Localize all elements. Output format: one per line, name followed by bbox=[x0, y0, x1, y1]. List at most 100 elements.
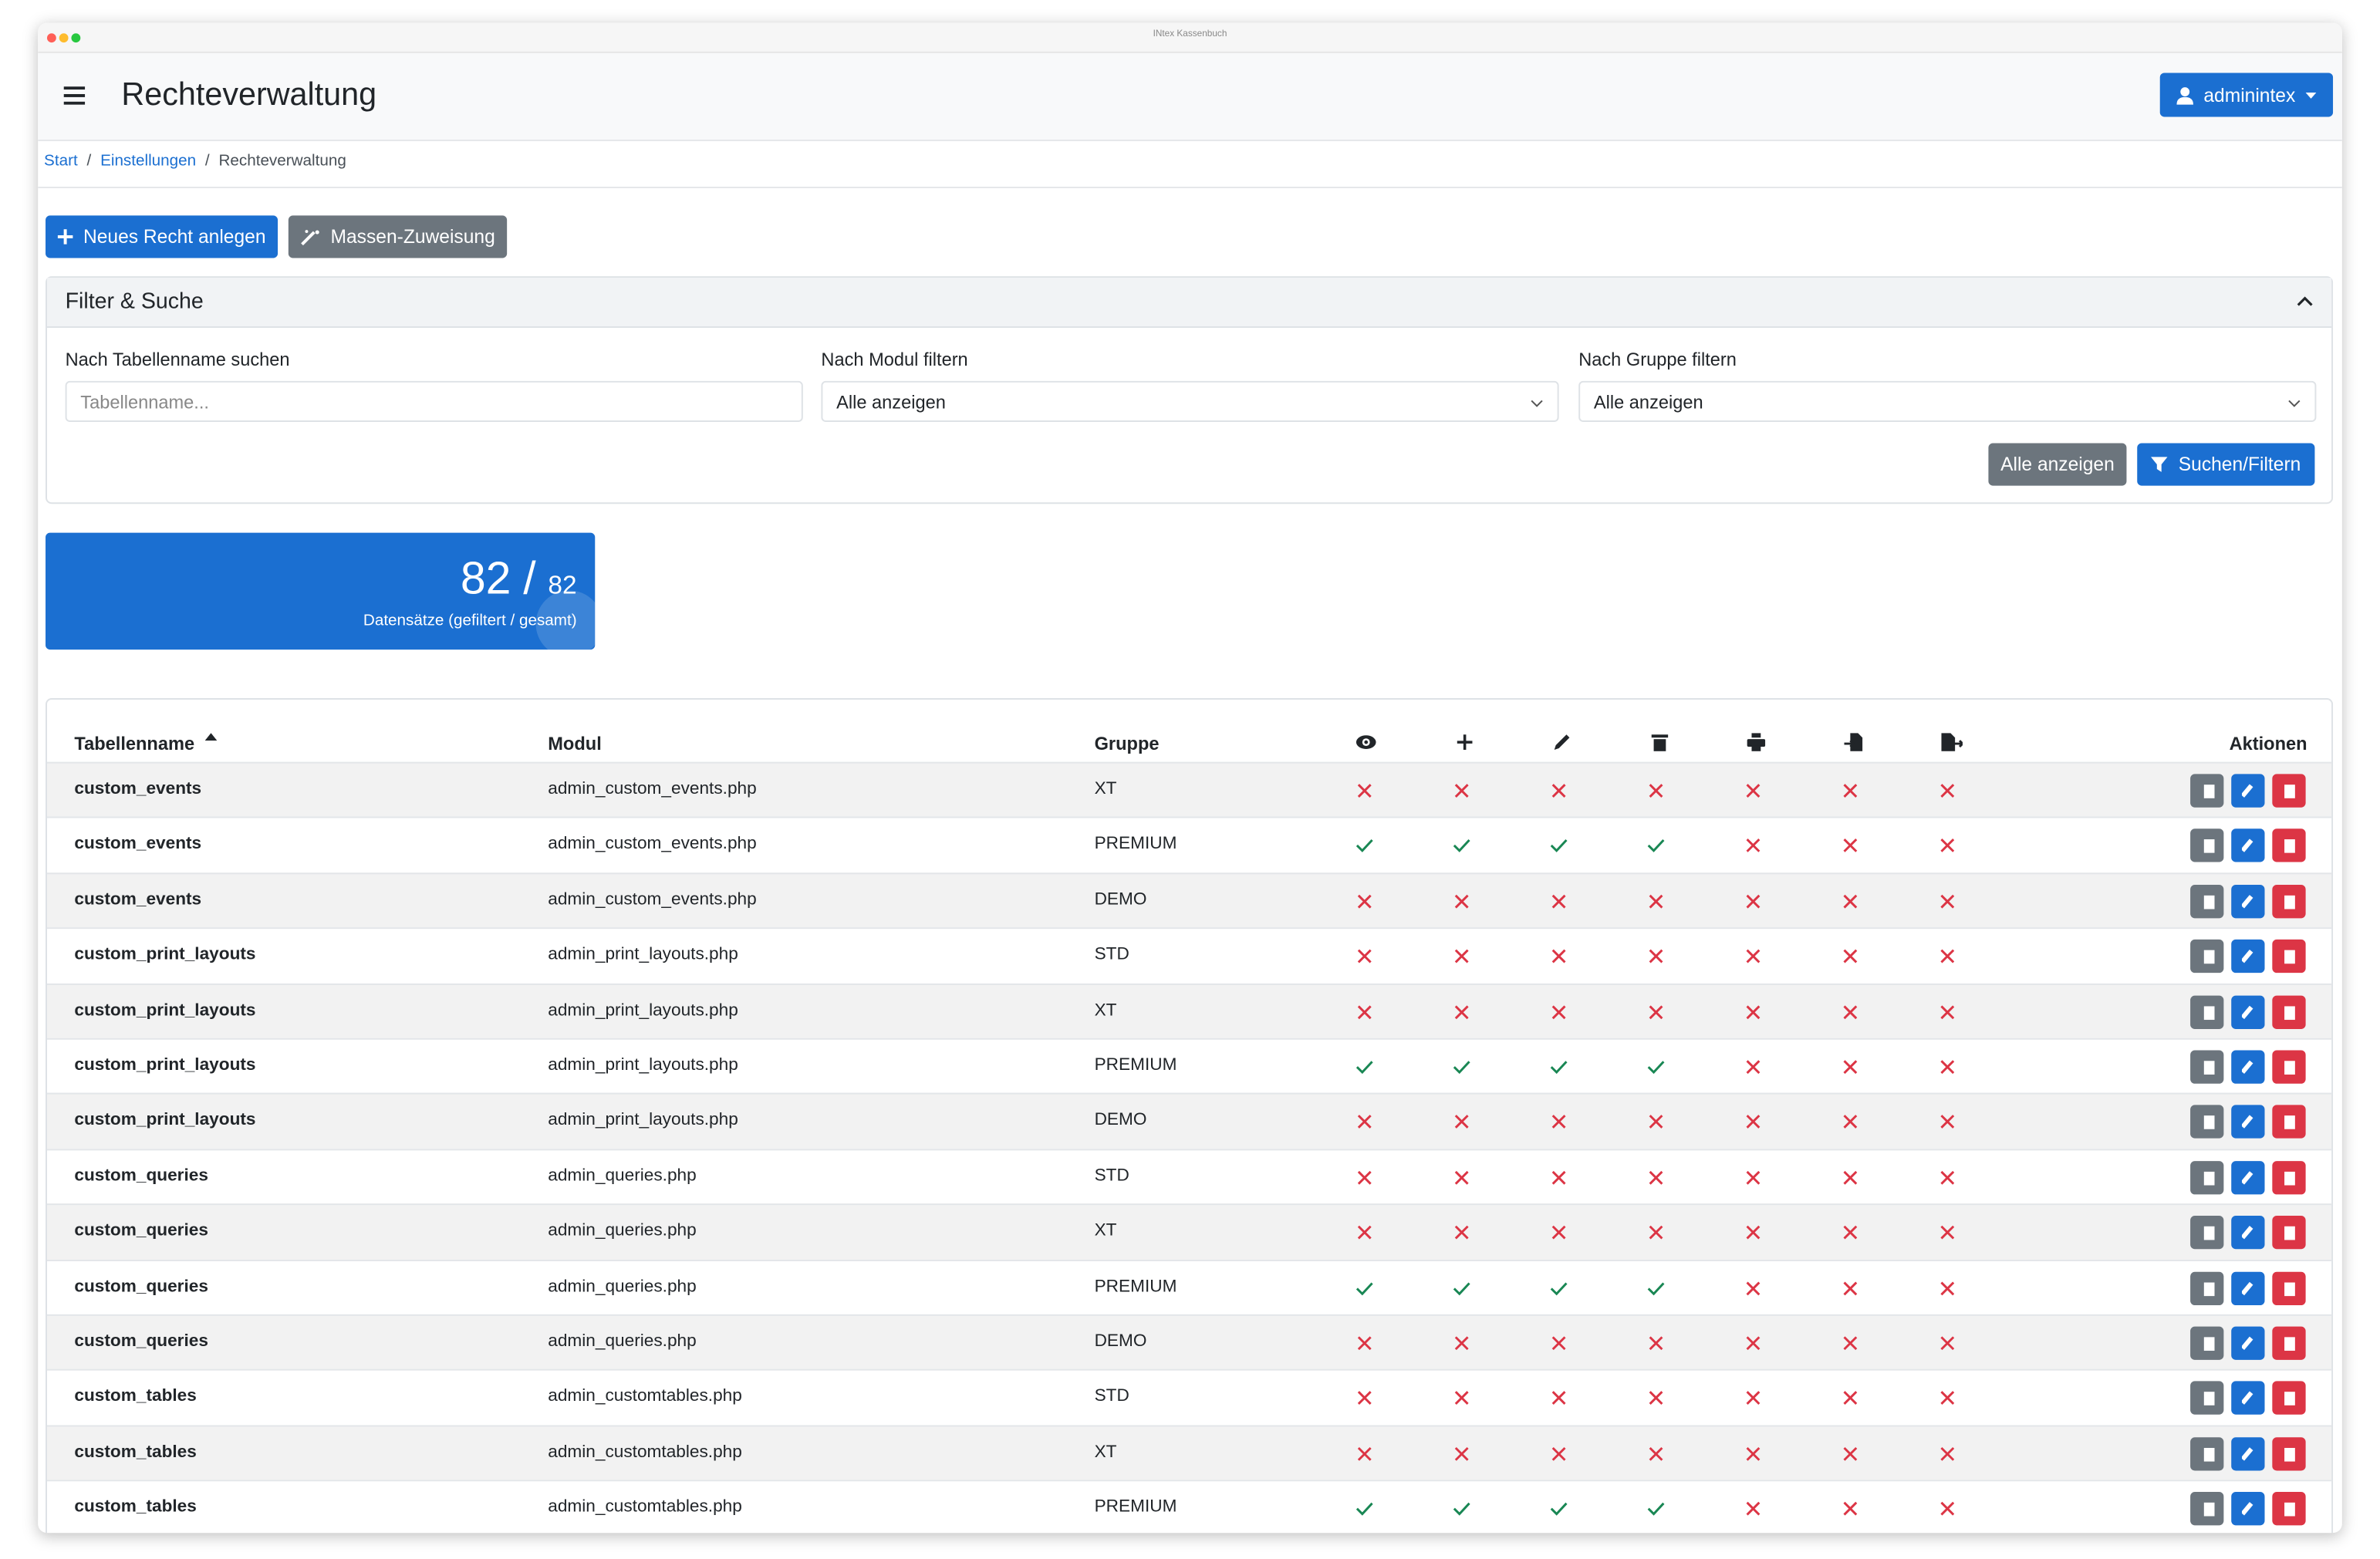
permission-denied bbox=[1454, 784, 1469, 798]
filter-button[interactable]: Suchen/Filtern bbox=[2137, 443, 2315, 486]
copy-button[interactable] bbox=[2190, 994, 2224, 1029]
copy-button[interactable] bbox=[2190, 774, 2224, 808]
copy-button[interactable] bbox=[2190, 1326, 2224, 1360]
column-header[interactable]: Modul bbox=[548, 733, 602, 754]
edit-button[interactable] bbox=[2231, 1270, 2265, 1305]
permission-denied bbox=[1649, 1115, 1663, 1129]
permission-denied bbox=[1843, 1004, 1858, 1019]
delete-button[interactable] bbox=[2272, 1216, 2306, 1250]
new-button[interactable]: Neues Recht anlegen bbox=[46, 215, 279, 258]
permission-denied bbox=[1551, 1391, 1566, 1405]
permission-denied bbox=[1551, 1226, 1566, 1240]
permission-denied bbox=[1454, 1336, 1469, 1351]
edit-button[interactable] bbox=[2231, 1105, 2265, 1139]
delete-button[interactable] bbox=[2272, 940, 2306, 974]
copy-button[interactable] bbox=[2190, 1050, 2224, 1084]
delete-button[interactable] bbox=[2272, 829, 2306, 863]
button-icon bbox=[2284, 1337, 2294, 1351]
permission-icon bbox=[1649, 1170, 1663, 1185]
delete-button[interactable] bbox=[2272, 1105, 2306, 1139]
edit-button[interactable] bbox=[2231, 1216, 2265, 1250]
edit-button[interactable] bbox=[2231, 1326, 2265, 1360]
delete-button[interactable] bbox=[2272, 774, 2306, 808]
table-row: custom_tables admin_customtables.php XT bbox=[46, 1425, 2332, 1481]
delete-button[interactable] bbox=[2272, 1492, 2306, 1526]
delete-button[interactable] bbox=[2272, 994, 2306, 1029]
permission-icon bbox=[1843, 839, 1858, 853]
icon-shape bbox=[2241, 1446, 2253, 1461]
edit-button[interactable] bbox=[2231, 994, 2265, 1029]
import-icon bbox=[1844, 733, 1863, 751]
edit-button[interactable] bbox=[2231, 829, 2265, 863]
permission-icon bbox=[1746, 1281, 1761, 1295]
delete-button[interactable] bbox=[2272, 1382, 2306, 1416]
permission-denied bbox=[1551, 894, 1566, 909]
copy-button[interactable] bbox=[2190, 1436, 2224, 1471]
permission-denied bbox=[1649, 1170, 1663, 1185]
button-icon bbox=[2203, 895, 2214, 909]
table-row: custom_print_layouts admin_print_layouts.… bbox=[46, 1038, 2332, 1095]
delete-button[interactable] bbox=[2272, 1270, 2306, 1305]
permission-icon bbox=[1551, 1115, 1566, 1129]
permission-denied bbox=[1940, 1336, 1955, 1351]
user-menu[interactable]: adminintex bbox=[2159, 73, 2334, 117]
permission-denied bbox=[1649, 1004, 1663, 1019]
permission-denied bbox=[1746, 1281, 1761, 1295]
column-header[interactable]: Tabellenname bbox=[74, 733, 195, 754]
button-icon bbox=[2284, 1171, 2294, 1186]
reset-button[interactable]: Alle anzeigen bbox=[1988, 443, 2127, 486]
edit-button[interactable] bbox=[2231, 1160, 2265, 1195]
column-header[interactable]: Gruppe bbox=[1094, 733, 1160, 754]
copy-button[interactable] bbox=[2190, 1270, 2224, 1305]
permission-icon bbox=[1940, 1281, 1955, 1295]
permission-denied bbox=[1746, 1004, 1761, 1019]
delete-button[interactable] bbox=[2272, 1326, 2306, 1360]
edit-button[interactable] bbox=[2231, 1436, 2265, 1471]
copy-button[interactable] bbox=[2190, 1216, 2224, 1250]
copy-button[interactable] bbox=[2190, 829, 2224, 863]
window-controls[interactable] bbox=[44, 30, 89, 46]
permission-denied bbox=[1843, 1226, 1858, 1240]
breadcrumb: Start / Einstellungen / Rechteverwaltung bbox=[44, 152, 346, 170]
edit-button[interactable] bbox=[2231, 774, 2265, 808]
button-icon bbox=[2241, 1170, 2253, 1185]
copy-button[interactable] bbox=[2190, 1492, 2224, 1526]
breadcrumb-link[interactable]: Einstellungen bbox=[100, 151, 197, 170]
permission-icon bbox=[1357, 1004, 1372, 1019]
collapse-icon bbox=[2297, 296, 2313, 306]
icon-shape bbox=[2203, 1171, 2214, 1186]
permission-icon bbox=[1355, 1503, 1373, 1517]
edit-button[interactable] bbox=[2231, 1382, 2265, 1416]
menu-toggle[interactable] bbox=[63, 86, 86, 105]
delete-button[interactable] bbox=[2272, 1436, 2306, 1471]
edit-button[interactable] bbox=[2231, 940, 2265, 974]
copy-button[interactable] bbox=[2190, 884, 2224, 918]
copy-button[interactable] bbox=[2190, 940, 2224, 974]
icon-shape bbox=[2241, 1392, 2253, 1405]
filter-header[interactable]: Filter & Suche bbox=[46, 278, 2332, 328]
search-input[interactable]: Tabellenname... bbox=[65, 380, 803, 422]
edit-button[interactable] bbox=[2231, 1492, 2265, 1526]
permission-denied bbox=[1551, 949, 1566, 963]
permission-denied bbox=[1454, 1115, 1469, 1129]
copy-button[interactable] bbox=[2190, 1105, 2224, 1139]
delete-button[interactable] bbox=[2272, 884, 2306, 918]
table-name: custom_queries bbox=[74, 1222, 208, 1240]
module-name: admin_print_layouts.php bbox=[548, 1056, 738, 1075]
chevron bbox=[2288, 400, 2301, 407]
copy-button[interactable] bbox=[2190, 1160, 2224, 1195]
delete-button[interactable] bbox=[2272, 1160, 2306, 1195]
mass-button[interactable]: Massen-Zuweisung bbox=[288, 215, 508, 258]
edit-button[interactable] bbox=[2231, 884, 2265, 918]
stats-total: 82 bbox=[548, 570, 577, 600]
edit-button[interactable] bbox=[2231, 1050, 2265, 1084]
permission-icon bbox=[1843, 1281, 1858, 1295]
copy-button[interactable] bbox=[2190, 1382, 2224, 1416]
delete-button[interactable] bbox=[2272, 1050, 2306, 1084]
module-select[interactable]: Alle anzeigen bbox=[821, 380, 1559, 422]
permission-icon bbox=[1843, 949, 1858, 963]
field-label: Nach Modul filtern bbox=[821, 349, 968, 371]
breadcrumb-link[interactable]: Start bbox=[44, 151, 78, 170]
group-select[interactable]: Alle anzeigen bbox=[1578, 380, 2317, 422]
